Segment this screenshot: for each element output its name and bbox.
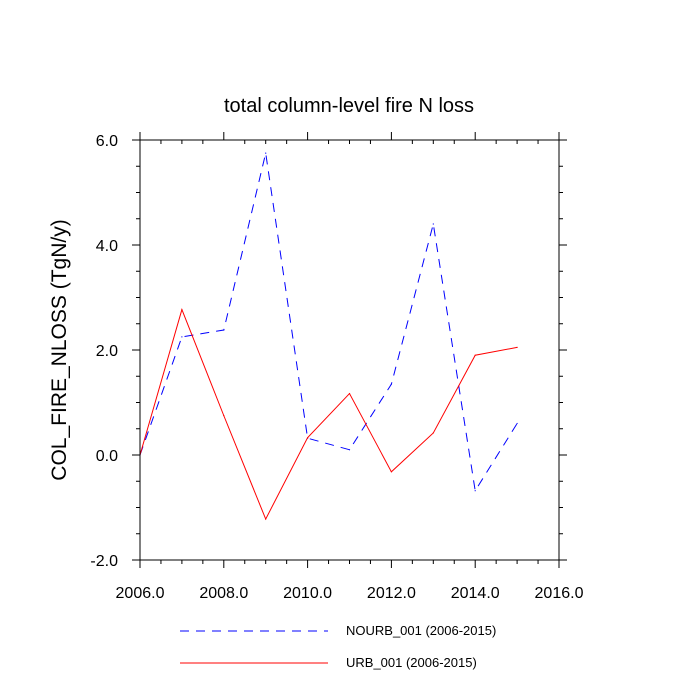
x-tick-label: 2016.0 bbox=[535, 585, 584, 602]
plot-frame bbox=[139, 139, 560, 561]
x-tick-label: 2014.0 bbox=[451, 585, 500, 602]
y-tick-label: -2.0 bbox=[90, 553, 118, 570]
series-1-point bbox=[265, 152, 267, 154]
series-2-point bbox=[516, 346, 518, 348]
series-2-point bbox=[307, 437, 309, 439]
y-axis-label: COL_FIRE_NLOSS (TgN/y) bbox=[48, 219, 71, 480]
y-tick-label: 6.0 bbox=[96, 133, 118, 150]
series-1-point bbox=[348, 449, 351, 451]
series-2-point bbox=[223, 415, 225, 417]
series-layer bbox=[139, 152, 518, 521]
series-1-point bbox=[516, 422, 518, 425]
legend-label-2: URB_001 (2006-2015) bbox=[346, 655, 477, 670]
series-2-point bbox=[474, 354, 476, 356]
series-1-point bbox=[181, 336, 183, 338]
series-2-point bbox=[348, 392, 351, 395]
x-tick-labels: 2006.0 2008.0 2010.0 2012.0 2014.0 2016.0 bbox=[116, 585, 584, 602]
x-tick-label: 2006.0 bbox=[116, 585, 165, 602]
series-2-point bbox=[390, 471, 392, 473]
major-ticks bbox=[132, 132, 567, 568]
minor-ticks bbox=[136, 140, 563, 564]
series-2-point bbox=[181, 308, 183, 311]
x-tick-label: 2012.0 bbox=[367, 585, 416, 602]
series-line-1 bbox=[139, 153, 518, 493]
y-tick-label: 4.0 bbox=[96, 238, 118, 255]
series-1-point bbox=[432, 223, 434, 225]
legend-label-1: NOURB_001 (2006-2015) bbox=[346, 623, 496, 638]
series-2-point bbox=[265, 518, 267, 520]
legend: NOURB_001 (2006-2015) URB_001 (2006-2015) bbox=[180, 623, 496, 670]
y-tick-labels: -2.0 0.0 2.0 4.0 6.0 bbox=[90, 133, 118, 570]
x-tick-label: 2010.0 bbox=[283, 585, 332, 602]
series-1-point bbox=[390, 383, 392, 385]
x-tick-label: 2008.0 bbox=[199, 585, 248, 602]
series-1-point bbox=[474, 490, 476, 492]
chart-title: total column-level fire N loss bbox=[224, 95, 474, 117]
y-tick-label: 2.0 bbox=[96, 343, 118, 360]
series-line-2 bbox=[139, 308, 518, 521]
series-1-point bbox=[223, 329, 225, 331]
series-2-point bbox=[432, 432, 434, 434]
y-tick-label: 0.0 bbox=[96, 448, 118, 465]
